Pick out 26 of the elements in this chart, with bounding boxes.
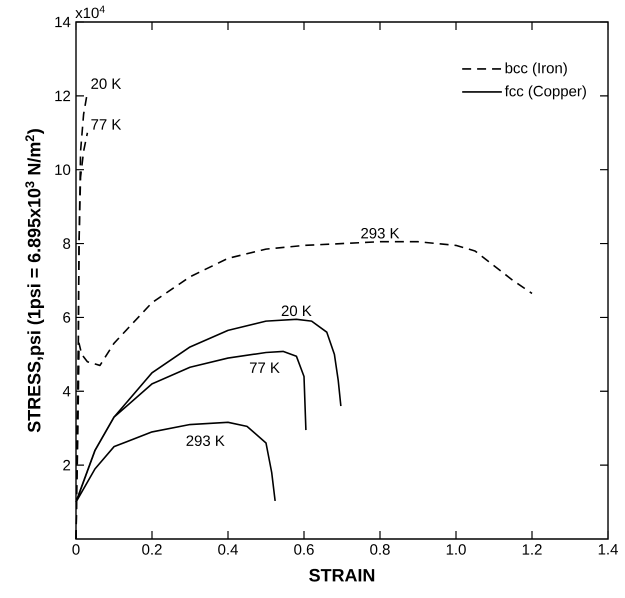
x-tick-label: 1.4 <box>598 544 618 554</box>
y-tick-label: 8 <box>63 238 70 249</box>
y-tick-label: 12 <box>55 90 70 102</box>
annotation: 293 K <box>361 228 400 239</box>
x-tick-label: 0.6 <box>294 544 314 555</box>
x-axis-title: STRAIN <box>309 568 374 582</box>
y-tick-label: 14 <box>55 16 70 28</box>
annotation: 77 K <box>250 362 280 373</box>
y-tick-label: 4 <box>62 386 70 396</box>
annotation: 77 K <box>91 119 122 130</box>
y-tick-label: 6 <box>63 312 70 323</box>
text: x10$^{4}$ <box>75 6 105 18</box>
y-tick-label: 2 <box>63 460 70 470</box>
x-tick-label: 0 <box>72 544 80 555</box>
x-tick-label: 1.0 <box>446 544 466 555</box>
x-tick-label: 0.4 <box>218 544 238 555</box>
annotation: 20 K <box>91 78 122 89</box>
y-tick-label: 10 <box>55 164 70 175</box>
annotation: 20 K <box>282 306 312 316</box>
annotation: 293 K <box>186 435 225 446</box>
y-axis-title: STRESS,psi (1psi = 6.895x10$^{3}$ N/m$^{2}$) <box>25 129 44 432</box>
legend-label: bcc (Iron) <box>506 62 567 76</box>
x-tick-label: 0.8 <box>370 544 390 555</box>
x-tick-label: 1.2 <box>522 544 542 555</box>
x-tick-label: 0.2 <box>142 544 162 555</box>
legend-label: fcc (Copper) <box>504 85 586 100</box>
